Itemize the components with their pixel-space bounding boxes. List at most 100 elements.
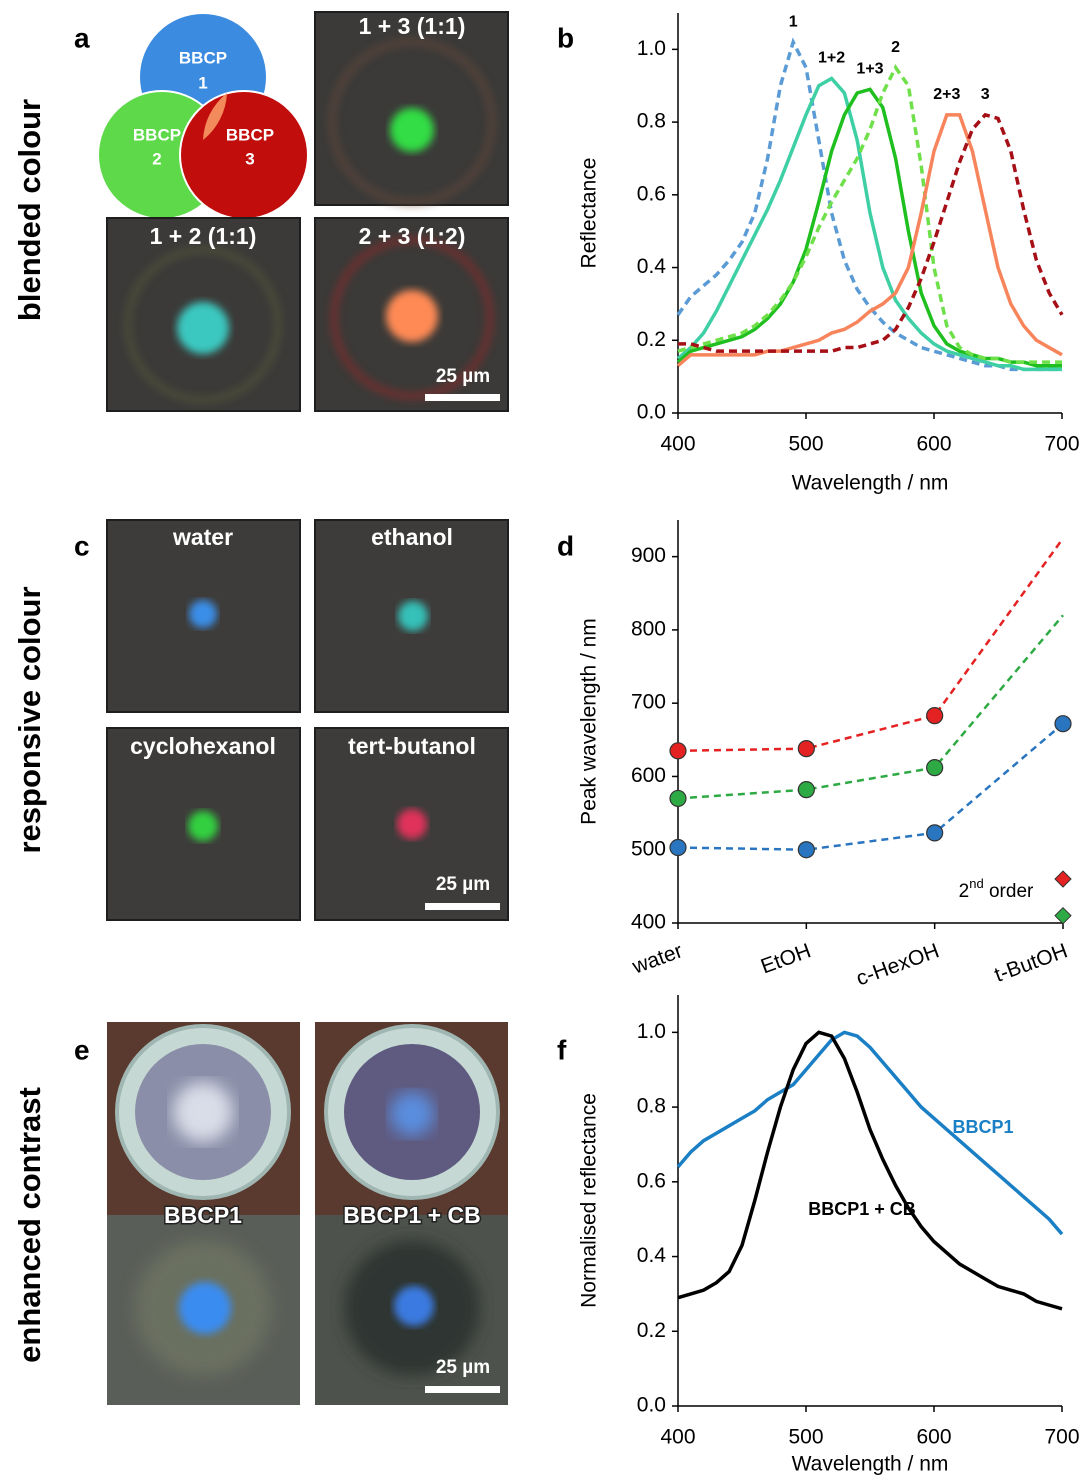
second-order-marker xyxy=(1054,870,1072,888)
image-label: 1 + 3 (1:1) xyxy=(359,13,466,39)
venn-circle xyxy=(179,90,309,220)
x-tick-label: 600 xyxy=(916,1426,951,1449)
series-line xyxy=(677,722,1064,851)
scale-bar-label: 25 µm xyxy=(436,874,490,895)
series-line xyxy=(676,113,1063,368)
micrograph: cyclohexanol xyxy=(106,727,301,921)
x-axis-label: Wavelength / nm xyxy=(792,472,949,495)
micrograph: water xyxy=(106,519,301,713)
panel-letter: b xyxy=(557,22,574,53)
y-tick-label: 1.0 xyxy=(637,1020,666,1043)
series-line xyxy=(677,537,1065,753)
x-tick-label: c-HexOH xyxy=(853,939,942,990)
y-tick-label: 0.8 xyxy=(637,110,666,133)
x-tick-label: 600 xyxy=(916,433,951,456)
series-label: 3 xyxy=(981,86,990,103)
micrograph: 2 + 3 (1:2) 25 µm xyxy=(314,217,509,412)
marker xyxy=(797,781,815,799)
series-line xyxy=(677,64,1062,364)
marker xyxy=(797,740,815,758)
scale-bar xyxy=(425,903,500,910)
series-line xyxy=(676,1030,1064,1236)
series-line xyxy=(677,614,1064,800)
venn-label: 3 xyxy=(245,149,254,168)
y-tick-label: 0.2 xyxy=(637,328,666,351)
series-line xyxy=(677,1030,1063,1311)
image-label: tert-butanol xyxy=(348,733,476,759)
y-tick-label: 0.4 xyxy=(637,255,667,278)
series-label: 1+3 xyxy=(856,61,883,78)
series-label: 2+3 xyxy=(933,86,960,103)
y-tick-label: 400 xyxy=(631,911,666,934)
photo xyxy=(315,1022,508,1215)
y-tick-label: 0.0 xyxy=(637,401,666,424)
x-tick-label: t-ButOH xyxy=(991,939,1070,987)
row-label: responsive colour xyxy=(12,586,47,853)
marker xyxy=(926,824,944,842)
x-tick-label: 700 xyxy=(1044,1426,1079,1449)
y-axis-label: Normalised reflectance xyxy=(578,1093,601,1308)
panel-letter: c xyxy=(74,530,90,561)
y-tick-label: 500 xyxy=(631,837,666,860)
x-tick-label: 700 xyxy=(1044,433,1079,456)
image-label: BBCP1 + CB xyxy=(343,1202,480,1228)
y-tick-label: 0.4 xyxy=(637,1244,667,1267)
marker xyxy=(926,707,944,725)
row-label: enhanced contrast xyxy=(12,1087,47,1363)
series-line xyxy=(678,112,1064,353)
series-label: 1+2 xyxy=(818,50,845,67)
series-label: BBCP1 xyxy=(952,1117,1013,1137)
micrograph: tert-butanol 25 µm xyxy=(314,727,509,921)
scale-bar xyxy=(425,394,500,401)
micrograph: 1 + 3 (1:1) xyxy=(314,11,509,206)
y-axis-label: Peak wavelength / nm xyxy=(578,618,601,825)
annotation: 2nd order xyxy=(959,876,1034,902)
micrograph: 1 + 2 (1:1) xyxy=(106,217,301,412)
marker xyxy=(669,742,687,760)
second-order-marker xyxy=(1054,906,1072,925)
x-tick-label: 400 xyxy=(660,433,695,456)
image-label: ethanol xyxy=(371,524,453,550)
marker xyxy=(669,838,687,857)
x-tick-label: 500 xyxy=(788,433,823,456)
y-tick-label: 900 xyxy=(631,544,666,567)
row-label: blended colour xyxy=(12,99,47,321)
y-tick-label: 0.6 xyxy=(637,182,666,205)
panel-letter: a xyxy=(74,22,90,53)
series-label: 2 xyxy=(891,39,900,56)
venn-label: BBCP xyxy=(179,48,227,67)
photo xyxy=(107,1022,300,1215)
y-axis-label: Reflectance xyxy=(578,158,601,269)
venn-label: BBCP xyxy=(226,125,274,144)
x-axis-label: Wavelength / nm xyxy=(792,1453,949,1476)
y-tick-label: 600 xyxy=(631,764,666,787)
y-tick-label: 800 xyxy=(631,617,666,640)
y-tick-label: 0.8 xyxy=(637,1095,666,1118)
venn-label: BBCP xyxy=(133,125,181,144)
image-label: 2 + 3 (1:2) xyxy=(359,223,466,249)
x-tick-label: 500 xyxy=(788,1426,823,1449)
micrograph: ethanol xyxy=(314,519,509,713)
y-tick-label: 1.0 xyxy=(637,37,666,60)
panel-letter: d xyxy=(557,530,574,561)
marker xyxy=(797,841,815,859)
series-label: BBCP1 + CB xyxy=(808,1199,916,1219)
image-label: cyclohexanol xyxy=(130,733,276,759)
x-tick-label: EtOH xyxy=(758,939,814,978)
panel-letter: e xyxy=(74,1034,90,1065)
venn-diagram: BBCP 1 BBCP 2 BBCP 3 xyxy=(97,12,309,220)
x-tick-label: 400 xyxy=(660,1426,695,1449)
micrograph: 25 µm xyxy=(315,1215,508,1405)
image-label: 1 + 2 (1:1) xyxy=(150,223,257,249)
x-tick-label: water xyxy=(629,939,686,979)
scale-bar-label: 25 µm xyxy=(436,1357,490,1378)
series-line xyxy=(676,76,1062,372)
panel-letter: f xyxy=(557,1034,567,1065)
y-tick-label: 0.6 xyxy=(637,1169,666,1192)
venn-overlap xyxy=(203,93,227,140)
y-tick-label: 0.2 xyxy=(637,1319,666,1342)
y-tick-label: 0.0 xyxy=(637,1394,666,1417)
marker xyxy=(926,759,944,777)
y-tick-label: 700 xyxy=(631,691,666,714)
